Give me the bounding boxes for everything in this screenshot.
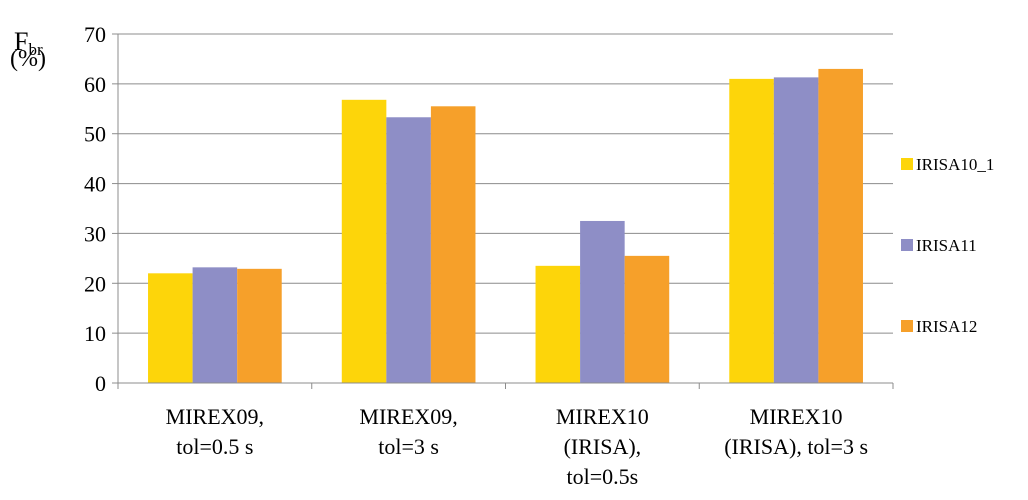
y-axis-unit: (%) [10, 46, 46, 72]
bar-irisa12 [624, 255, 670, 383]
legend-label: IRISA11 [916, 236, 977, 255]
x-category-label: tol=3 s [378, 434, 439, 459]
y-tick-label: 60 [84, 72, 106, 97]
bars [148, 68, 863, 384]
y-tick-label: 30 [84, 221, 106, 246]
y-tick-label: 0 [95, 371, 106, 396]
bar-irisa11 [386, 117, 431, 384]
y-tick-label: 10 [84, 321, 106, 346]
bar-irisa10-1 [148, 273, 193, 383]
x-category-label: MIREX09, [359, 404, 457, 429]
x-category-label: tol=0.5s [567, 464, 639, 489]
bar-irisa10-1 [729, 78, 774, 383]
y-axis-label-main: F [14, 27, 28, 56]
legend-swatch [901, 239, 913, 251]
legend-label: IRISA12 [916, 317, 977, 336]
bar-irisa12 [430, 106, 476, 384]
x-category-label: (IRISA), tol=3 s [724, 434, 868, 459]
bar-irisa11 [580, 220, 625, 383]
y-axis-label-subscript: br [28, 40, 43, 59]
x-category-label: MIREX10 [556, 404, 649, 429]
bar-irisa11 [773, 77, 819, 383]
x-category-labels: MIREX09, tol=0.5 s MIREX09, tol=3 s MIREX10 (… [166, 404, 868, 489]
y-tick-label: 40 [84, 172, 106, 197]
legend-swatch [901, 320, 913, 332]
y-tick-label: 20 [84, 271, 106, 296]
axes [112, 33, 894, 389]
x-category-label: (IRISA), [564, 434, 642, 459]
bar-irisa11 [192, 267, 238, 383]
bar-irisa12 [818, 68, 863, 384]
x-category-label: MIREX09, [166, 404, 264, 429]
y-tick-label: 50 [84, 122, 106, 147]
y-tick-labels: 0 10 20 30 40 50 60 70 [84, 22, 106, 396]
bar-irisa10-1 [341, 99, 387, 383]
legend: IRISA10_1 IRISA11 IRISA12 [901, 155, 994, 336]
x-category-label: MIREX10 [750, 404, 843, 429]
legend-swatch [901, 158, 913, 170]
x-category-label: tol=0.5 s [176, 434, 253, 459]
legend-label: IRISA10_1 [916, 155, 994, 174]
y-axis-label: Fbr [14, 27, 43, 59]
y-tick-label: 70 [84, 22, 106, 47]
bar-irisa10-1 [535, 265, 581, 383]
bar-irisa12 [237, 268, 282, 383]
